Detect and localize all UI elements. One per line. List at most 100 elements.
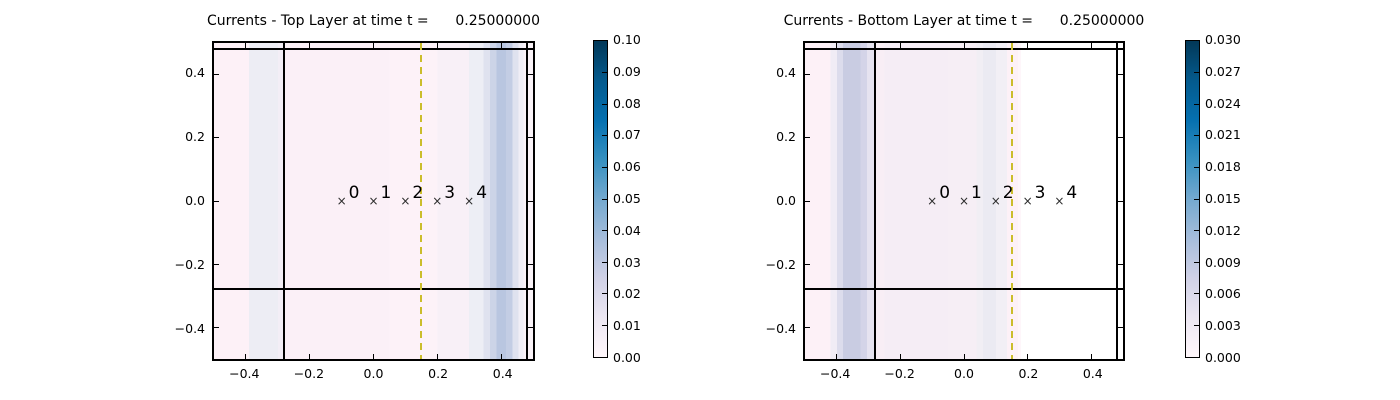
- colorbar-tick-label: 0.012: [1205, 222, 1241, 238]
- plot-area-bottom-layer: × 0 × 1 × 2 × 3 × 4: [803, 41, 1125, 361]
- colorbar-tick-mark: [602, 198, 607, 200]
- dashed-reference-line: [420, 43, 423, 359]
- gauge-marker: ×: [927, 194, 938, 208]
- gauge-marker: ×: [990, 194, 1001, 208]
- gauge-marker: ×: [432, 194, 443, 208]
- colorbar-tick-label: 0.08: [613, 95, 641, 111]
- x-tick-mark: [500, 354, 502, 359]
- y-tick-mark: [1118, 326, 1123, 328]
- x-tick-mark: [309, 354, 311, 359]
- x-tick-label: 0.2: [428, 366, 449, 381]
- x-tick-mark: [836, 43, 838, 48]
- colorbar-tick-mark: [1194, 261, 1199, 263]
- colorbar-tick-mark: [1194, 293, 1199, 295]
- y-tick-mark: [805, 74, 810, 76]
- gauge-marker: ×: [1054, 194, 1065, 208]
- gauge-marker: ×: [336, 194, 347, 208]
- x-tick-mark: [436, 43, 438, 48]
- x-tick-mark: [899, 43, 901, 48]
- x-tick-mark: [373, 354, 374, 359]
- boundary-line-horizontal: [214, 48, 533, 51]
- colorbar-tick-label: 0.021: [1205, 127, 1241, 143]
- y-tick-label: 0.4: [776, 65, 796, 80]
- colorbar-tick-mark: [1194, 230, 1199, 232]
- y-tick-mark: [528, 137, 533, 139]
- colorbar-tick-label: 0.02: [613, 286, 641, 302]
- x-tick-mark: [1090, 43, 1092, 48]
- y-tick-mark: [1118, 200, 1123, 202]
- gauge-label: 3: [1034, 183, 1046, 203]
- y-tick-mark: [214, 200, 219, 202]
- x-tick-label: −0.2: [293, 366, 325, 381]
- gauge-label: 3: [444, 183, 456, 203]
- boundary-line-horizontal: [805, 48, 1123, 51]
- x-tick-mark: [436, 354, 438, 359]
- x-tick-label: −0.2: [884, 366, 915, 381]
- plot-title-bottom-layer: Currents - Bottom Layer at time t = 0.25…: [783, 13, 1145, 29]
- y-tick-mark: [1118, 137, 1123, 139]
- y-tick-mark: [528, 326, 533, 328]
- y-tick-mark: [805, 137, 810, 139]
- colorbar-tick-label: 0.01: [613, 318, 641, 334]
- gauge-marker: ×: [1022, 194, 1033, 208]
- colorbar-tick-label: 0.07: [613, 127, 641, 143]
- colorbar-tick-label: 0.00: [613, 350, 641, 365]
- colorbar-tick-label: 0.006: [1205, 286, 1241, 302]
- x-tick-mark: [309, 43, 311, 48]
- gauge-label: 4: [1066, 183, 1078, 203]
- colorbar-tick-mark: [602, 261, 607, 263]
- plot-title-top-layer: Currents - Top Layer at time t = 0.25000…: [207, 13, 540, 29]
- x-tick-mark: [500, 43, 502, 48]
- colorbar-tick-mark: [1194, 166, 1199, 168]
- colorbar-bottom-layer: [1185, 40, 1200, 358]
- y-tick-label: −0.4: [765, 321, 796, 336]
- x-tick-mark: [899, 354, 901, 359]
- y-tick-mark: [1118, 263, 1123, 265]
- boundary-line-vertical: [525, 43, 528, 359]
- x-tick-mark: [373, 43, 374, 48]
- gauge-label: 2: [412, 183, 424, 203]
- y-tick-mark: [214, 326, 219, 328]
- colorbar-tick-label: 0.018: [1205, 159, 1241, 175]
- colorbar-tick-label: 0.04: [613, 222, 641, 238]
- y-tick-label: 0.4: [185, 65, 205, 80]
- gauge-label: 2: [1002, 183, 1014, 203]
- gauge-marker: ×: [958, 194, 970, 208]
- x-tick-mark: [1090, 354, 1092, 359]
- y-tick-label: 0.2: [185, 129, 205, 144]
- y-tick-mark: [528, 74, 533, 76]
- y-tick-mark: [805, 326, 810, 328]
- colorbar-tick-label: 0.03: [613, 254, 641, 270]
- x-tick-label: −0.4: [820, 366, 851, 381]
- dashed-reference-line: [1010, 43, 1013, 359]
- boundary-line-horizontal: [214, 288, 533, 291]
- x-tick-mark: [1027, 354, 1029, 359]
- gauge-label: 1: [380, 183, 392, 203]
- y-tick-label: −0.4: [174, 321, 205, 336]
- x-tick-mark: [836, 354, 838, 359]
- colorbar-tick-label: 0.05: [613, 191, 641, 206]
- y-tick-label: −0.2: [765, 257, 796, 272]
- colorbar-tick-mark: [602, 324, 607, 326]
- boundary-line-vertical: [283, 43, 286, 359]
- x-tick-label: 0.2: [1018, 366, 1039, 381]
- gauge-label: 4: [476, 183, 488, 203]
- colorbar-tick-label: 0.10: [613, 32, 641, 47]
- colorbar-tick-label: 0.015: [1205, 191, 1241, 206]
- y-tick-mark: [805, 200, 810, 202]
- plot-area-top-layer: × 0 × 1 × 2 × 3 × 4: [212, 41, 535, 361]
- colorbar-tick-mark: [1194, 103, 1199, 105]
- colorbar-tick-label: 0.009: [1205, 254, 1241, 270]
- y-tick-mark: [1118, 74, 1123, 76]
- colorbar-tick-mark: [1194, 198, 1199, 200]
- colorbar-tick-mark: [1194, 72, 1199, 74]
- gauge-label: 1: [971, 183, 982, 203]
- y-tick-label: 0.0: [185, 193, 205, 208]
- colorbar-tick-label: 0.000: [1205, 350, 1241, 365]
- colorbar-tick-label: 0.09: [613, 63, 641, 79]
- colorbar-top-layer: [593, 40, 608, 358]
- colorbar-tick-mark: [602, 72, 607, 74]
- x-tick-label: 0.0: [954, 366, 974, 381]
- colorbar-tick-label: 0.030: [1205, 32, 1241, 47]
